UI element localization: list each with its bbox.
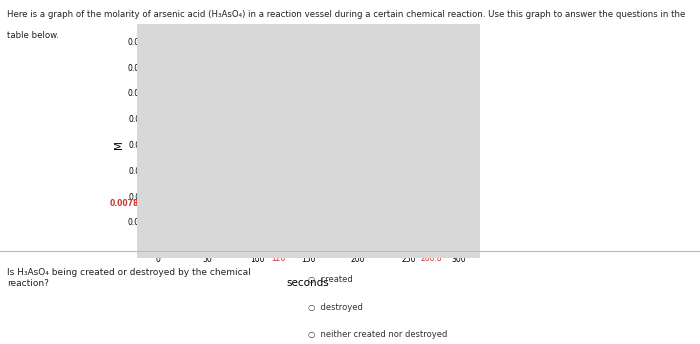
Text: 120: 120 <box>271 254 285 262</box>
Text: 0.007878: 0.007878 <box>109 199 150 208</box>
Text: Here is a graph of the molarity of arsenic acid (H₃AsO₄) in a reaction vessel du: Here is a graph of the molarity of arsen… <box>7 10 685 19</box>
X-axis label: seconds: seconds <box>286 278 330 288</box>
Text: 260.8: 260.8 <box>421 254 442 262</box>
Text: ○  destroyed: ○ destroyed <box>308 303 363 312</box>
Text: ○  created: ○ created <box>308 275 353 284</box>
Text: Is H₃AsO₄ being created or destroyed by the chemical
reaction?: Is H₃AsO₄ being created or destroyed by … <box>7 268 251 288</box>
Text: table below.: table below. <box>7 31 59 40</box>
Text: ○  neither created nor destroyed: ○ neither created nor destroyed <box>308 330 447 339</box>
Y-axis label: M: M <box>114 140 124 149</box>
Text: 0.0188: 0.0188 <box>160 140 189 149</box>
Text: 0.01422: 0.01422 <box>160 161 194 170</box>
